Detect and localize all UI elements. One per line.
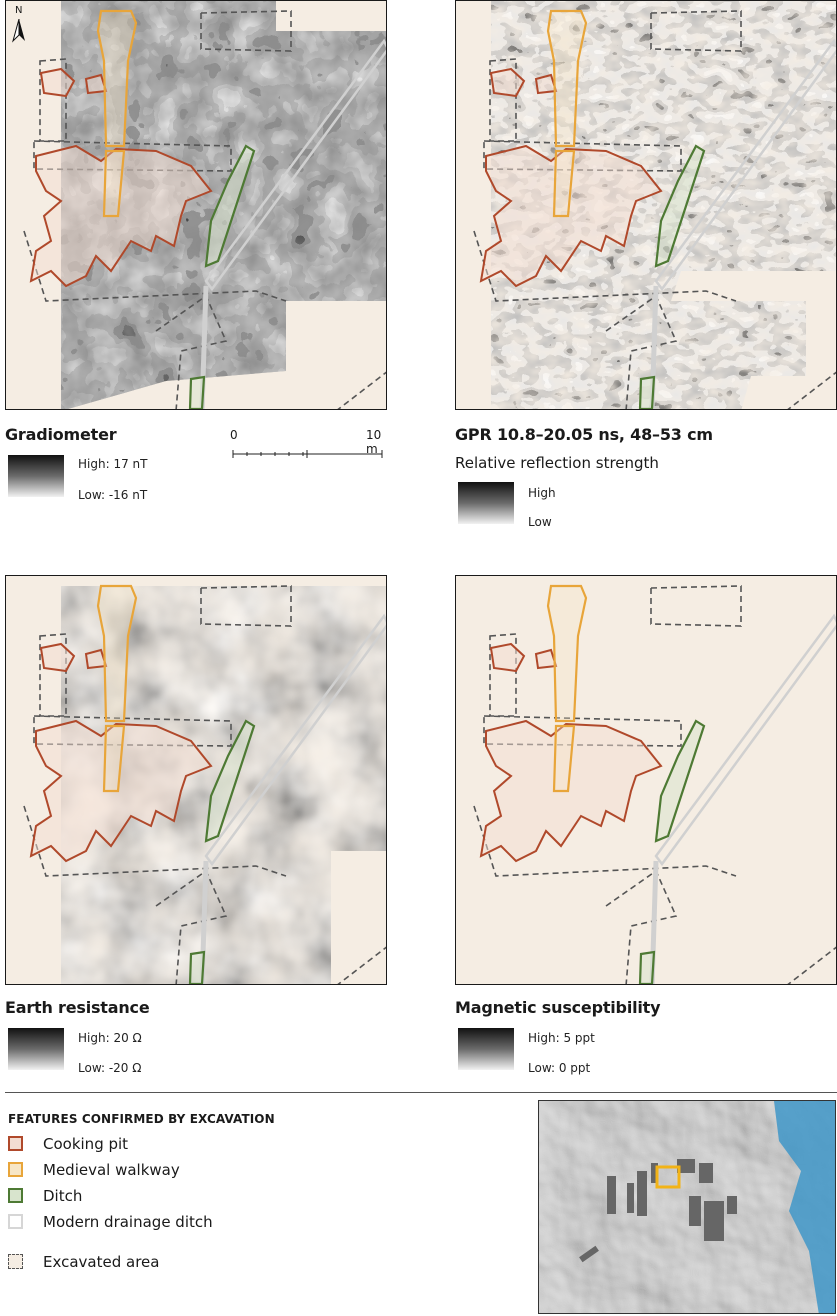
gpr-map <box>456 1 836 409</box>
map-panel-gradiometer: N <box>5 0 387 410</box>
legend-title: FEATURES CONFIRMED BY EXCAVATION <box>8 1112 275 1126</box>
inset-hillshade <box>539 1101 835 1313</box>
map-panel-gpr <box>455 0 837 410</box>
gpr-subtitle: Relative reflection strength <box>455 454 659 472</box>
north-arrow: N <box>12 5 26 43</box>
magnetic-susceptibility-high-label: High: 5 ppt <box>528 1031 595 1045</box>
map-panel-magnetic-susceptibility <box>455 575 837 985</box>
magnetic-susceptibility-map <box>456 576 836 984</box>
earth-resistance-high-label: High: 20 Ω <box>78 1031 142 1045</box>
legend-label-excavated-area: Excavated area <box>43 1253 160 1271</box>
legend-label-cooking-pit: Cooking pit <box>43 1135 129 1153</box>
earth-resistance-low-label: Low: -20 Ω <box>78 1061 142 1075</box>
medieval-walkway-swatch <box>8 1162 23 1177</box>
scale-bar-graphic <box>232 450 383 458</box>
inset-water <box>774 1101 835 1313</box>
legend-label-medieval-walkway: Medieval walkway <box>43 1161 180 1179</box>
earth-resistance-map <box>6 576 386 984</box>
legend-label-ditch: Ditch <box>43 1187 83 1205</box>
map-panel-earth-resistance <box>5 575 387 985</box>
gradiometer-color-ramp <box>8 455 64 497</box>
scale-start-label: 0 <box>230 428 238 442</box>
magnetic-susceptibility-color-ramp <box>458 1028 514 1070</box>
magnetic-susceptibility-low-label: Low: 0 ppt <box>528 1061 591 1075</box>
modern-drainage-ditch-swatch <box>8 1214 23 1229</box>
inset-study-area-highlight <box>655 1165 681 1189</box>
gpr-color-ramp <box>458 482 514 524</box>
magnetic-susceptibility-title: Magnetic susceptibility <box>455 998 661 1017</box>
excavated-area-swatch <box>8 1254 23 1269</box>
legend-divider <box>5 1092 837 1093</box>
inset-locator-map <box>538 1100 836 1314</box>
cooking-pit-swatch <box>8 1136 23 1151</box>
north-arrow-label: N <box>15 5 23 16</box>
scale-end-label: 10 m <box>366 428 382 456</box>
gradiometer-high-label: High: 17 nT <box>78 457 148 471</box>
gpr-high-label: High <box>528 486 556 500</box>
gradiometer-low-label: Low: -16 nT <box>78 488 148 502</box>
earth-resistance-title: Earth resistance <box>5 998 150 1017</box>
gradiometer-map <box>6 1 386 409</box>
inset-buildings <box>579 1159 737 1263</box>
north-arrow-icon <box>12 19 25 43</box>
gpr-low-label: Low <box>528 515 552 529</box>
earth-resistance-color-ramp <box>8 1028 64 1070</box>
ditch-swatch <box>8 1188 23 1203</box>
gpr-title: GPR 10.8–20.05 ns, 48–53 cm <box>455 425 713 444</box>
gradiometer-title: Gradiometer <box>5 425 117 444</box>
legend-label-modern-drainage-ditch: Modern drainage ditch <box>43 1213 213 1231</box>
scale-bar: 0 10 m <box>226 428 396 468</box>
